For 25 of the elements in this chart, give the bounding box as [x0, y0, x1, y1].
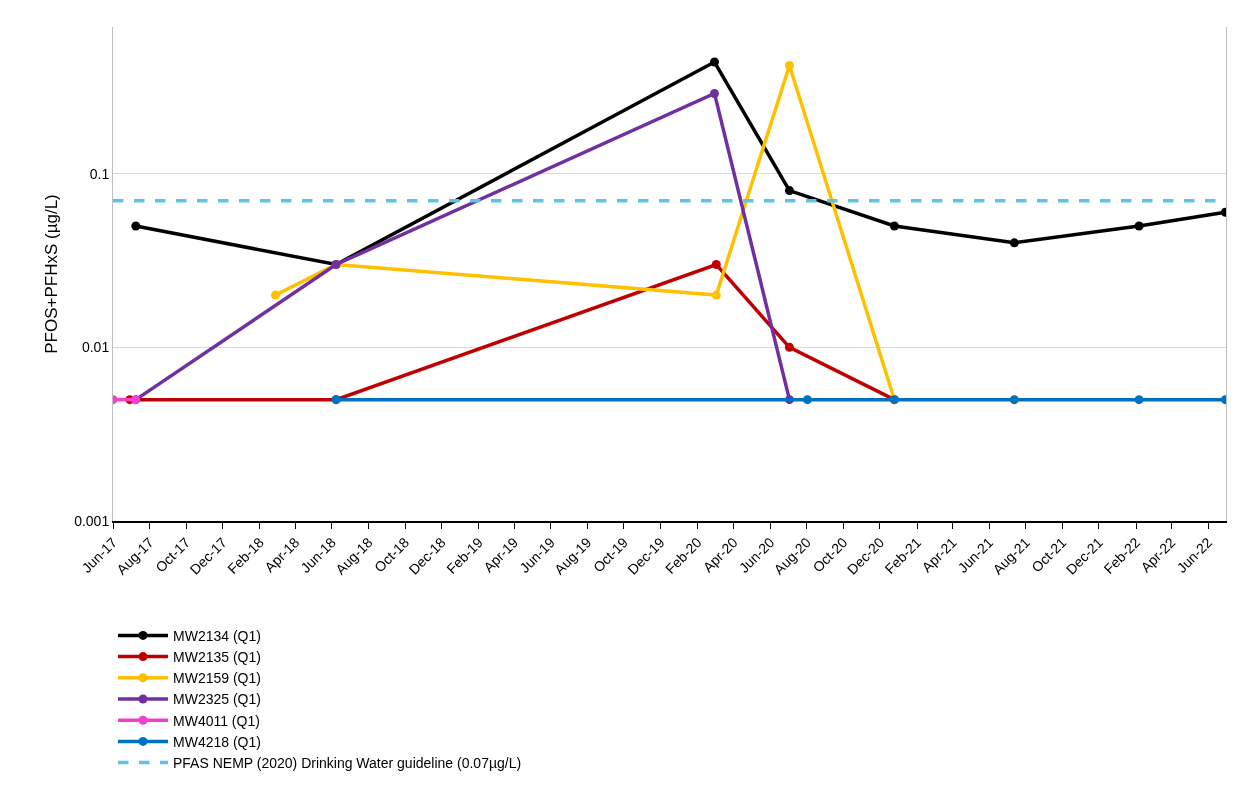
legend-label: PFAS NEMP (2020) Drinking Water guideline (0.07µg/L) [173, 755, 522, 772]
legend-label: MW2325 (Q1) [173, 691, 261, 708]
y-tick-label: 0.1 [89, 165, 110, 182]
point [711, 290, 721, 300]
point [1134, 221, 1144, 231]
point [1009, 395, 1019, 405]
point [802, 395, 812, 405]
y-axis-title: PFOS+PFHxS (µg/L) [41, 194, 61, 354]
point [889, 221, 899, 231]
legend-label: MW4011 (Q1) [173, 712, 260, 729]
point [1009, 238, 1019, 248]
point [709, 57, 719, 67]
point [271, 290, 281, 300]
y-tick-label: 0.001 [74, 512, 110, 529]
legend-label: MW2159 (Q1) [173, 670, 261, 687]
point [711, 260, 721, 270]
y-tick-label: 0.01 [81, 339, 110, 356]
point [784, 186, 794, 196]
point [784, 342, 794, 352]
legend-label: MW2134 (Q1) [173, 627, 261, 644]
legend-label: MW4218 (Q1) [173, 733, 261, 750]
point [131, 221, 141, 231]
point [709, 88, 719, 98]
legend-label: MW2135 (Q1) [173, 649, 261, 666]
point [1134, 395, 1144, 405]
